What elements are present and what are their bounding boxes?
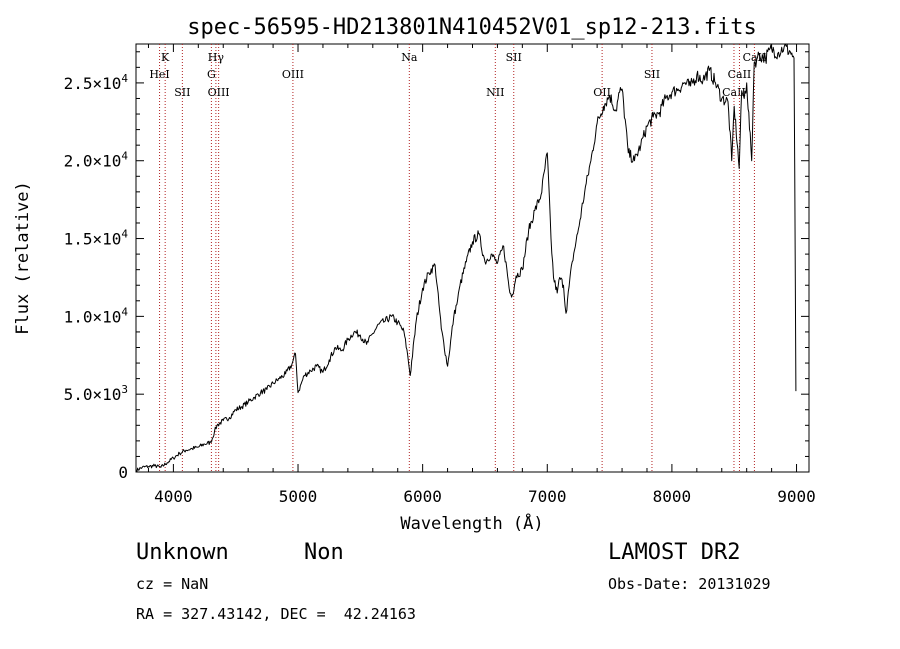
x-tick-label: 5000: [279, 487, 318, 506]
spectral-line-label: G: [207, 68, 216, 81]
y-tick-label: 0: [118, 463, 128, 482]
spectral-line-label: Na: [401, 51, 418, 64]
y-tick-label: 2.5×104: [64, 72, 129, 93]
coordinates: RA = 327.43142, DEC = 42.24163: [136, 605, 416, 623]
spectral-line-label: OIII: [208, 86, 230, 99]
y-tick-mantissa: 2.5×10: [64, 74, 122, 93]
y-tick-mantissa: 0: [118, 463, 128, 482]
y-tick-label: 1.5×104: [64, 228, 129, 249]
x-tick-label: 4000: [154, 487, 193, 506]
x-tick-label: 6000: [403, 487, 442, 506]
y-tick-label: 2.0×104: [64, 150, 129, 171]
spectrum-line: [135, 43, 797, 473]
spectral-line-label: SII: [644, 68, 660, 81]
y-tick-exponent: 4: [121, 150, 128, 163]
survey-name: LAMOST DR2: [608, 540, 741, 565]
x-tick-label: 8000: [653, 487, 692, 506]
spectral-line-label: SII: [174, 86, 190, 99]
spectral-line-label: Hγ: [208, 51, 225, 64]
spectrum-series: [135, 43, 797, 473]
spectral-line-label: NII: [486, 86, 504, 99]
x-axis: 4000 5000 6000 7000 8000 9000: [147, 44, 816, 506]
y-tick-exponent: 4: [121, 228, 128, 241]
y-tick-exponent: 3: [121, 383, 128, 396]
spectral-line-markers: HeI K SII G Hγ OIII OIII Na NII SII OII SII CaII CaII…: [149, 44, 766, 472]
spectral-line-label: OII: [593, 86, 611, 99]
spectral-line-label: K: [161, 51, 170, 64]
y-tick-mantissa: 2.0×10: [64, 152, 122, 171]
spectral-line-label: CaII: [743, 51, 767, 64]
observation-date: Obs-Date: 20131029: [608, 575, 771, 593]
spectral-line-label: CaII: [728, 68, 752, 81]
y-tick-label: 5.0×103: [64, 383, 128, 404]
object-type: Unknown: [136, 540, 229, 565]
y-axis-label: Flux (relative): [13, 181, 33, 335]
chart-title: spec-56595-HD213801N410452V01_sp12-213.f…: [187, 15, 757, 40]
x-tick-label: 7000: [528, 487, 567, 506]
y-tick-mantissa: 5.0×10: [64, 385, 122, 404]
object-class: Non: [304, 540, 344, 565]
y-tick-label: 1.0×104: [64, 305, 129, 326]
y-tick-exponent: 4: [121, 72, 128, 85]
x-axis-label: Wavelength (Å): [400, 512, 543, 534]
spectral-line-label: HeI: [149, 68, 169, 81]
x-tick-label: 9000: [777, 487, 816, 506]
spectral-line-label: SII: [506, 51, 522, 64]
y-tick-exponent: 4: [121, 305, 128, 318]
redshift-cz: cz = NaN: [136, 575, 209, 593]
y-tick-mantissa: 1.5×10: [64, 230, 122, 249]
spectral-line-label: OIII: [282, 68, 304, 81]
y-tick-mantissa: 1.0×10: [64, 307, 122, 326]
